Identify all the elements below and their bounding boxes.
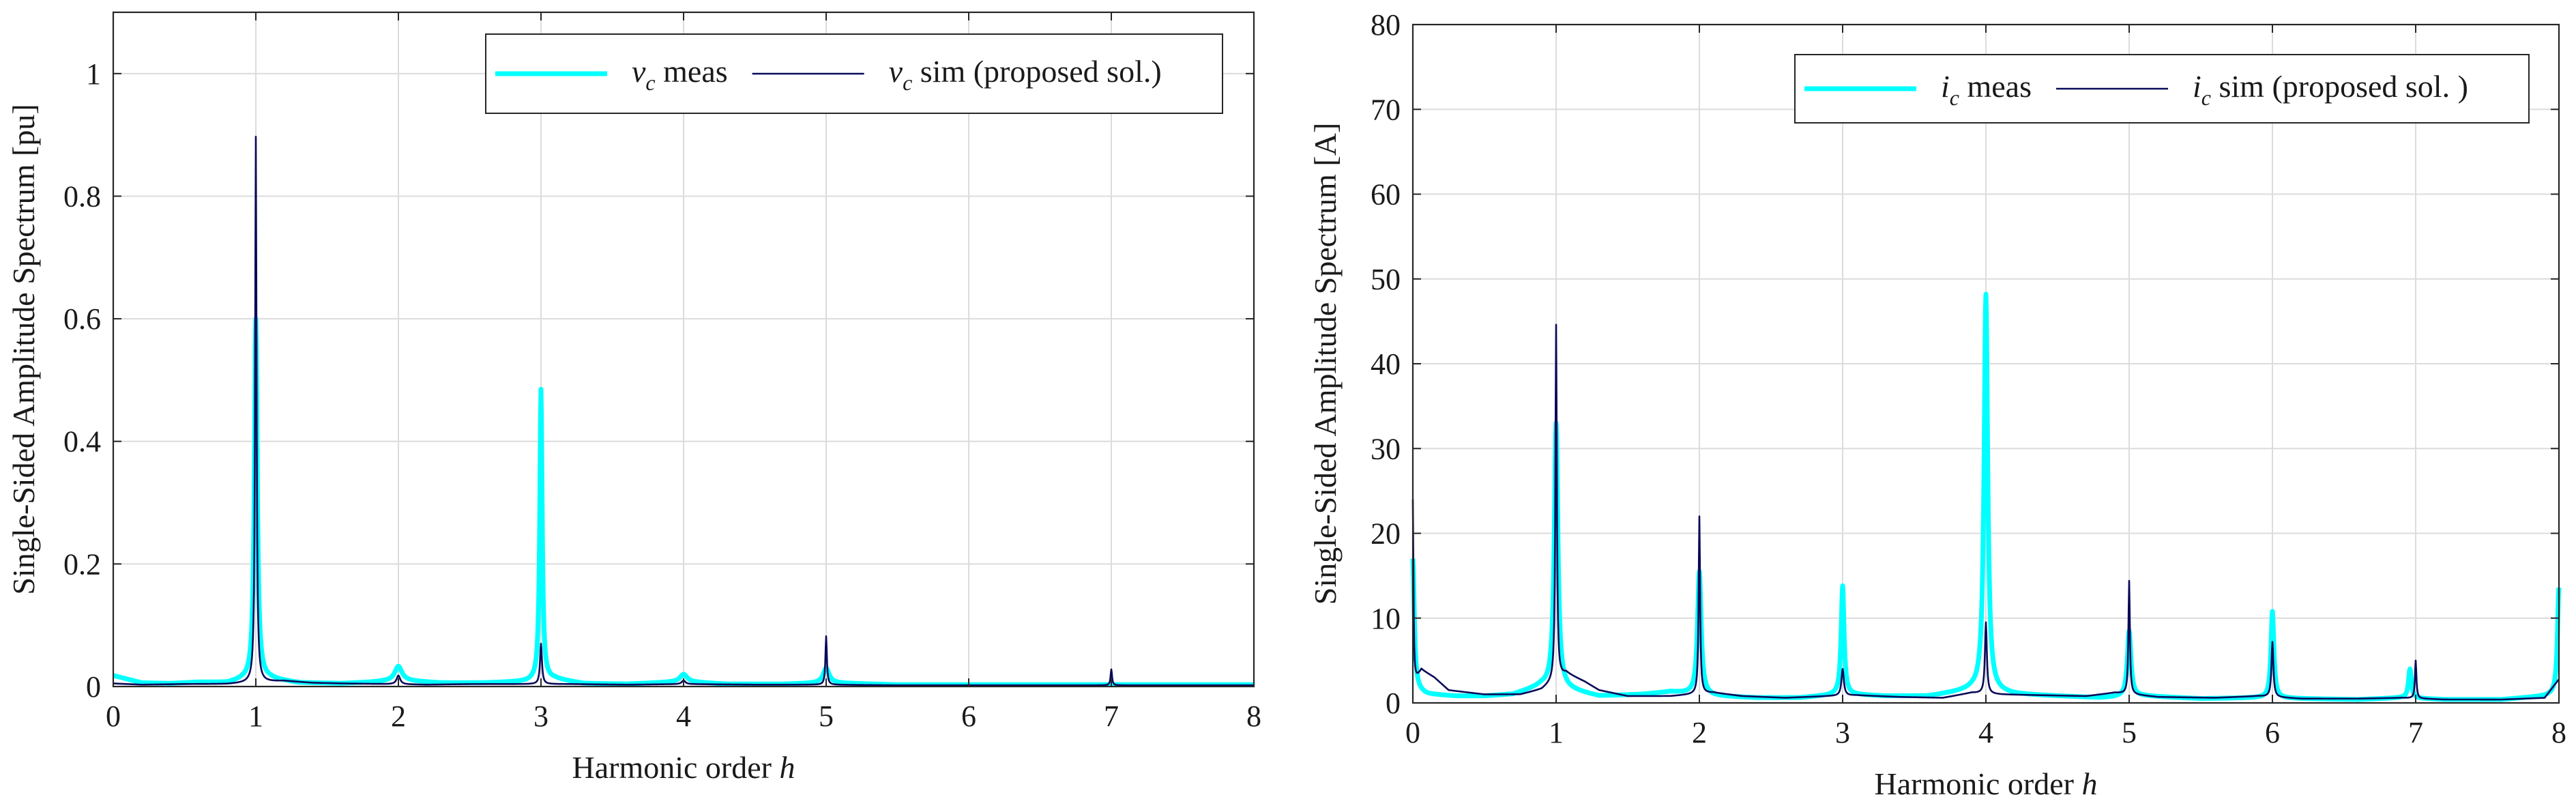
legend-label-meas: ic meas (1941, 69, 2032, 110)
x-tick-label: 6 (961, 699, 976, 733)
x-tick-label: 0 (106, 699, 121, 733)
x-tick-label: 4 (676, 699, 691, 733)
legend-label-sim: vc sim (proposed sol.) (889, 54, 1162, 95)
x-tick-label: 3 (533, 699, 548, 733)
chart-1: 0 1 2 3 4 5 6 7 8 0 0.2 0.4 0.6 0.8 1 Harmonic order h S… (6, 11, 1261, 785)
x-tick-label: 1 (1549, 716, 1564, 749)
x-tick-label: 2 (391, 699, 406, 733)
y-tick-label: 0.4 (63, 425, 101, 459)
legend-label-sim: ic sim (proposed sol. ) (2193, 69, 2468, 110)
series-sim-line (1411, 323, 2560, 701)
y-tick-label: 70 (1371, 93, 1401, 126)
y-tick-label: 0.2 (63, 547, 101, 581)
y-tick-label: 20 (1371, 517, 1401, 551)
y-tick-label: 0.8 (63, 179, 101, 213)
x-tick-label: 8 (1246, 699, 1261, 733)
x-tick-label: 3 (1835, 716, 1850, 749)
x-tick-label: 0 (1405, 716, 1420, 749)
y-axis-label: Single-Sided Amplitude Spectrum [A] (1308, 123, 1343, 605)
y-axis-label: Single-Sided Amplitude Spectrum [pu] (6, 104, 41, 594)
y-tick-label: 30 (1371, 432, 1401, 465)
x-axis-label: Harmonic order h (1875, 766, 2098, 801)
x-tick-label: 2 (1692, 716, 1707, 749)
y-tick-label: 40 (1371, 347, 1401, 381)
x-tick-label: 6 (2265, 716, 2280, 749)
legend-label-meas: vc meas (632, 54, 728, 95)
x-tick-label: 4 (1978, 716, 1993, 749)
y-tick-label: 60 (1371, 178, 1401, 212)
y-tick-label: 80 (1371, 8, 1401, 42)
x-tick-label: 1 (248, 699, 263, 733)
y-tick-label: 50 (1371, 263, 1401, 296)
x-tick-label: 7 (2408, 716, 2423, 749)
legend: vc meas vc sim (proposed sol.) (485, 33, 1223, 114)
y-tick-label: 0 (86, 670, 101, 704)
x-tick-label: 5 (819, 699, 834, 733)
y-tick-label: 1 (86, 57, 101, 91)
x-tick-label: 5 (2122, 716, 2137, 749)
y-tick-label: 10 (1371, 602, 1401, 635)
x-tick-label: 7 (1104, 699, 1119, 733)
y-tick-label: 0.6 (63, 302, 101, 336)
grid (113, 12, 1254, 687)
y-tick-label: 0 (1386, 687, 1401, 720)
x-tick-label: 8 (2551, 716, 2566, 749)
x-axis-label: Harmonic order h (572, 750, 795, 785)
legend: ic meas ic sim (proposed sol. ) (1794, 54, 2530, 124)
